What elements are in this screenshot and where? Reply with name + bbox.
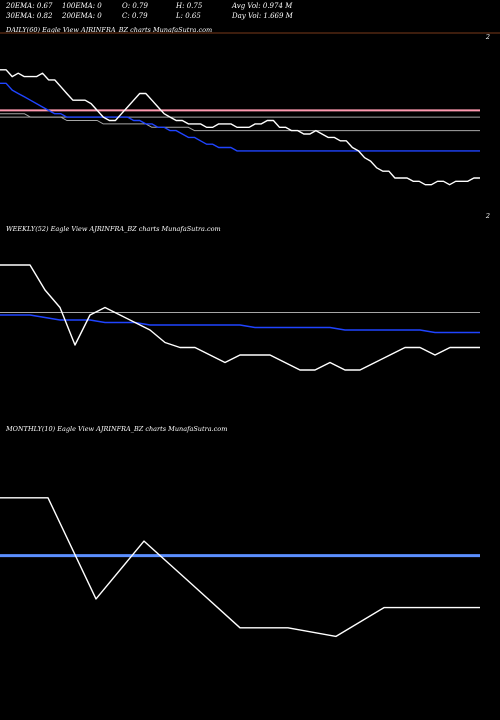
daily-ema-blue-line (0, 82, 480, 152)
weekly-chart (0, 264, 480, 371)
daily-right-label: 2 (485, 33, 490, 41)
monthly-chart (0, 497, 480, 638)
weekly-panel-label: WEEKLY(52) Eagle View AJRINFRA_BZ charts… (6, 225, 221, 233)
weekly-ema-blue-line (0, 314, 480, 334)
low-value: L: 0.65 (176, 12, 201, 20)
daily-panel-label: DAILY(60) Eagle View AJRINFRA_BZ charts … (6, 26, 213, 34)
daily-chart (0, 69, 480, 186)
monthly-panel-label: MONTHLY(10) Eagle View AJRINFRA_BZ chart… (6, 425, 228, 433)
avg-vol-value: Avg Vol: 0.974 M (232, 2, 293, 10)
ema100-value: 100EMA: 0 (62, 2, 102, 10)
ema30-value: 30EMA: 0.82 (6, 12, 53, 20)
daily-price-line (0, 69, 480, 186)
ema200-value: 200EMA: 0 (62, 12, 102, 20)
weekly-right-label: 2 (485, 212, 490, 220)
open-value: O: 0.79 (122, 2, 148, 10)
close-value: C: 0.79 (122, 12, 148, 20)
monthly-price-line (0, 497, 480, 638)
daily-ema-grey-line (0, 113, 480, 132)
day-vol-value: Day Vol: 1.669 M (232, 12, 293, 20)
weekly-price-line (0, 264, 480, 371)
high-value: H: 0.75 (176, 2, 203, 10)
ema20-value: 20EMA: 0.67 (6, 2, 53, 10)
